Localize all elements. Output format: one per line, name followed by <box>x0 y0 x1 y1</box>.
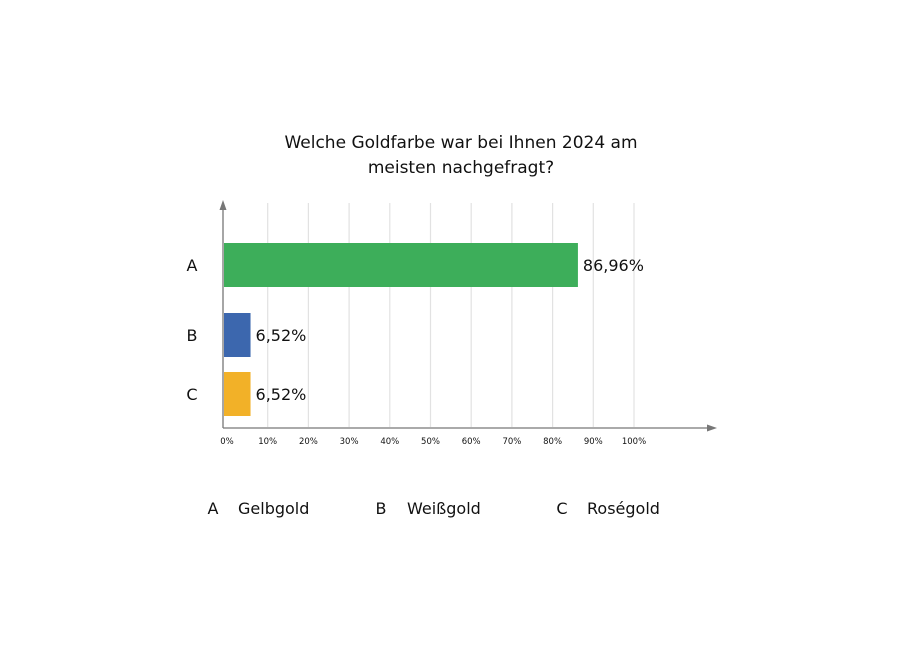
category-label: C <box>186 385 197 404</box>
legend-key: B <box>376 499 387 518</box>
x-tick-labels: 0% 10% 20% 30% 40% 50% 60% 70% 80% 90% 100% <box>220 437 646 447</box>
x-tick-label: 30% <box>340 437 359 447</box>
x-tick-label: 80% <box>543 437 562 447</box>
bar-B <box>224 313 251 357</box>
x-tick-label: 0% <box>220 437 234 447</box>
y-axis-arrow <box>219 200 227 210</box>
legend-label: Weißgold <box>407 499 481 518</box>
chart-title-line-2: meisten nachgefragt? <box>368 158 554 178</box>
bar-C <box>224 372 251 416</box>
legend-key: C <box>556 499 567 518</box>
x-tick-label: 90% <box>584 437 603 447</box>
bars: A 86,96% B 6,52% C 6,52% <box>186 243 644 416</box>
value-label: 86,96% <box>583 256 644 275</box>
x-tick-label: 50% <box>421 437 440 447</box>
x-tick-label: 40% <box>380 437 399 447</box>
chart-title-line-1: Welche Goldfarbe war bei Ihnen 2024 am <box>284 133 637 153</box>
category-label: B <box>187 326 198 345</box>
value-label: 6,52% <box>256 326 307 345</box>
x-tick-label: 20% <box>299 437 318 447</box>
legend-label: Gelbgold <box>238 499 309 518</box>
legend-key: A <box>208 499 219 518</box>
gridlines <box>267 203 635 427</box>
legend-label: Roségold <box>587 499 660 518</box>
x-tick-label: 70% <box>502 437 521 447</box>
bar-A <box>224 243 578 287</box>
x-tick-label: 60% <box>462 437 481 447</box>
legend: A Gelbgold B Weißgold C Roségold <box>208 499 660 518</box>
category-label: A <box>187 256 198 275</box>
value-label: 6,52% <box>256 385 307 404</box>
x-tick-label: 10% <box>258 437 277 447</box>
x-axis-arrow <box>707 424 717 432</box>
x-tick-label: 100% <box>622 437 646 447</box>
axes <box>219 200 717 432</box>
